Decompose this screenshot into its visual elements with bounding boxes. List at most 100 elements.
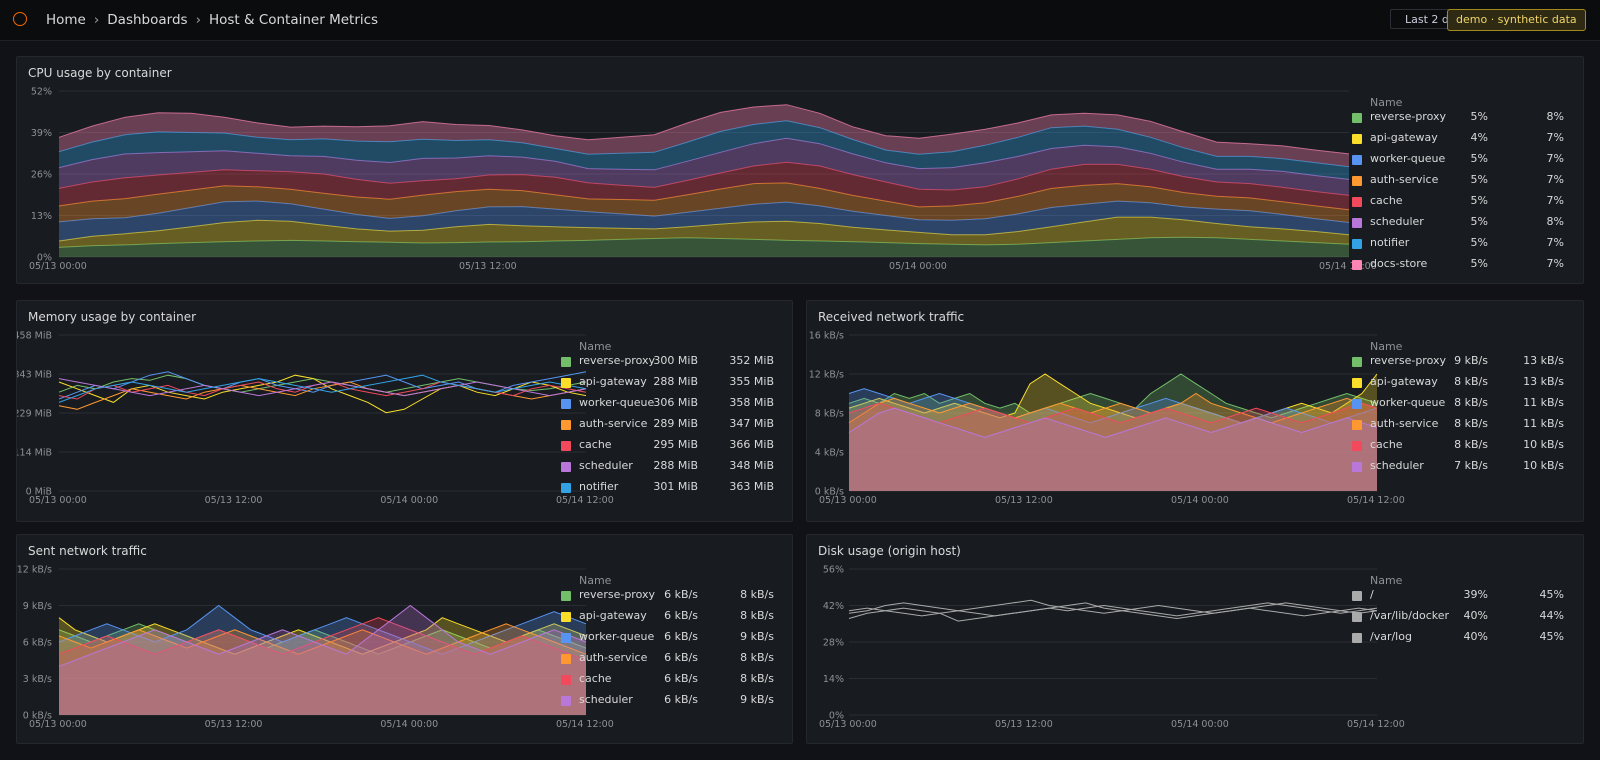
legend-series-name[interactable]: notifier [1370,236,1410,249]
legend-swatch[interactable] [1352,218,1362,228]
legend-series-name[interactable]: scheduler [1370,215,1424,228]
legend-row-notifier[interactable]: notifier 301 MiB 363 MiB [17,480,792,496]
legend-swatch[interactable] [561,399,571,409]
legend-series-name[interactable]: scheduler [579,459,633,472]
legend-swatch[interactable] [561,591,571,601]
legend-series-name[interactable]: api-gateway [1370,375,1438,388]
series-area-cache[interactable] [849,403,1377,491]
panel-title[interactable]: Sent network traffic [28,544,147,558]
legend-swatch[interactable] [561,462,571,472]
panel-mem[interactable]: 458 MiB 343 MiB 229 MiB 114 MiB 0 MiB 05/13 0… [16,300,793,522]
series-line-cache[interactable] [58,617,587,661]
legend-swatch[interactable] [1352,462,1362,472]
legend-series-name[interactable]: notifier [579,480,619,493]
chart-cpu[interactable]: 52% 39% 26% 13% 0%05/13 00:00 05/13 12:00 05/1… [17,57,1584,284]
series-area-worker-queue[interactable] [59,201,1349,241]
legend-swatch[interactable] [1352,357,1362,367]
series-area-docs-store[interactable] [59,104,1349,167]
legend-series-name[interactable]: auth-service [579,417,648,430]
legend-series-name[interactable]: auth-service [1370,417,1439,430]
series-area-api-gateway[interactable] [59,617,586,715]
series-area-api-gateway[interactable] [849,374,1377,491]
legend-row-worker-queue[interactable]: worker-queue 306 MiB 358 MiB [17,396,792,412]
series-area-scheduler[interactable] [59,605,586,716]
legend-header-name[interactable]: Name [1370,340,1403,353]
legend-row-auth-service[interactable]: auth-service 6 kB/s 8 kB/s [17,651,792,667]
legend-series-name[interactable]: cache [579,438,612,451]
legend-row-cache[interactable]: cache 6 kB/s 8 kB/s [17,672,792,688]
legend-swatch[interactable] [1352,260,1362,270]
legend-row-rootvarrootlibrootdocker[interactable]: /var/lib/docker 40% 44% [807,609,1583,625]
legend-swatch[interactable] [1352,399,1362,409]
legend-series-name[interactable]: cache [579,672,612,685]
series-area-scheduler[interactable] [59,138,1349,196]
legend-row-notifier[interactable]: notifier 5% 7% [17,236,1583,252]
legend-row-reverse-proxy[interactable]: reverse-proxy 9 kB/s 13 kB/s [807,354,1583,370]
legend-series-name[interactable]: reverse-proxy [579,588,655,601]
legend-swatch[interactable] [561,483,571,493]
legend-row-api-gateway[interactable]: api-gateway 288 MiB 355 MiB [17,375,792,391]
legend-swatch[interactable] [561,357,571,367]
legend-swatch[interactable] [561,612,571,622]
legend-swatch[interactable] [1352,420,1362,430]
legend-row-api-gateway[interactable]: api-gateway 8 kB/s 13 kB/s [807,375,1583,391]
legend-row-scheduler[interactable]: scheduler 5% 8% [17,215,1583,231]
panel-rx[interactable]: 16 kB/s 12 kB/s 8 kB/s 4 kB/s 0 kB/s 05/13 00… [806,300,1584,522]
breadcrumb-home[interactable]: Home [46,12,86,28]
grafana-logo-icon[interactable] [13,12,27,26]
series-line-/[interactable] [848,602,1378,622]
series-area-reverse-proxy[interactable] [849,374,1377,491]
legend-series-name[interactable]: cache [1370,194,1403,207]
legend-series-name[interactable]: worker-queue [1370,152,1446,165]
legend-series-name[interactable]: worker-queue [579,396,655,409]
legend-row-rootvarrootlog[interactable]: /var/log 40% 45% [807,630,1583,646]
panel-cpu[interactable]: 52% 39% 26% 13% 0% 05/13 00:00 05/13 12:00 05/1… [16,56,1584,284]
legend-swatch[interactable] [561,675,571,685]
legend-series-name[interactable]: worker-queue [1370,396,1446,409]
legend-series-name[interactable]: reverse-proxy [1370,110,1446,123]
legend-row-reverse-proxy[interactable]: reverse-proxy 6 kB/s 8 kB/s [17,588,792,604]
legend-row-worker-queue[interactable]: worker-queue 8 kB/s 11 kB/s [807,396,1583,412]
series-line-worker-queue[interactable] [848,388,1378,424]
legend-series-name[interactable]: /var/log [1370,630,1412,643]
legend-series-name[interactable]: worker-queue [579,630,655,643]
panel-disk[interactable]: 56% 42% 28% 14% 0% 05/13 00:00 05/13 12:00 05/1… [806,534,1584,744]
legend-swatch[interactable] [1352,197,1362,207]
legend-series-name[interactable]: api-gateway [579,609,647,622]
legend-swatch[interactable] [561,654,571,664]
legend-header-name[interactable]: Name [1370,96,1403,109]
legend-row-worker-queue[interactable]: worker-queue 5% 7% [17,152,1583,168]
series-line-auth-service[interactable] [848,392,1378,424]
series-line-scheduler[interactable] [58,378,587,397]
legend-swatch[interactable] [561,633,571,643]
legend-row-cache[interactable]: cache 5% 7% [17,194,1583,210]
legend-swatch[interactable] [1352,633,1362,643]
legend-swatch[interactable] [1352,378,1362,388]
legend-swatch[interactable] [1352,155,1362,165]
legend-row-scheduler[interactable]: scheduler 7 kB/s 10 kB/s [807,459,1583,475]
legend-series-name[interactable]: docs-store [1370,257,1428,270]
legend-swatch[interactable] [1352,612,1362,622]
legend-swatch[interactable] [561,378,571,388]
series-area-cache[interactable] [59,162,1349,210]
legend-swatch[interactable] [1352,441,1362,451]
legend-swatch[interactable] [1352,591,1362,601]
legend-row-auth-service[interactable]: auth-service 289 MiB 347 MiB [17,417,792,433]
legend-row-api-gateway[interactable]: api-gateway 6 kB/s 8 kB/s [17,609,792,625]
series-line-notifier[interactable] [58,374,587,403]
legend-series-name[interactable]: scheduler [579,693,633,706]
chart-tx[interactable]: 12 kB/s 9 kB/s 6 kB/s 3 kB/s 0 kB/s05/13 00:… [17,535,793,744]
legend-series-name[interactable]: auth-service [1370,173,1439,186]
chart-rx[interactable]: 16 kB/s 12 kB/s 8 kB/s 4 kB/s 0 kB/s05/13 00… [807,301,1584,522]
series-area-auth-service[interactable] [59,182,1349,223]
series-line-worker-queue[interactable] [58,604,587,655]
legend-swatch[interactable] [1352,134,1362,144]
legend-series-name[interactable]: api-gateway [1370,131,1438,144]
series-area-worker-queue[interactable] [59,605,586,716]
legend-swatch[interactable] [561,420,571,430]
legend-row-docs-store[interactable]: docs-store 5% 7% [17,257,1583,273]
legend-series-name[interactable]: reverse-proxy [1370,354,1446,367]
series-area-cache[interactable] [59,617,586,715]
chart-disk[interactable]: 56% 42% 28% 14% 0%05/13 00:00 05/13 12:00 05/1… [807,535,1584,744]
